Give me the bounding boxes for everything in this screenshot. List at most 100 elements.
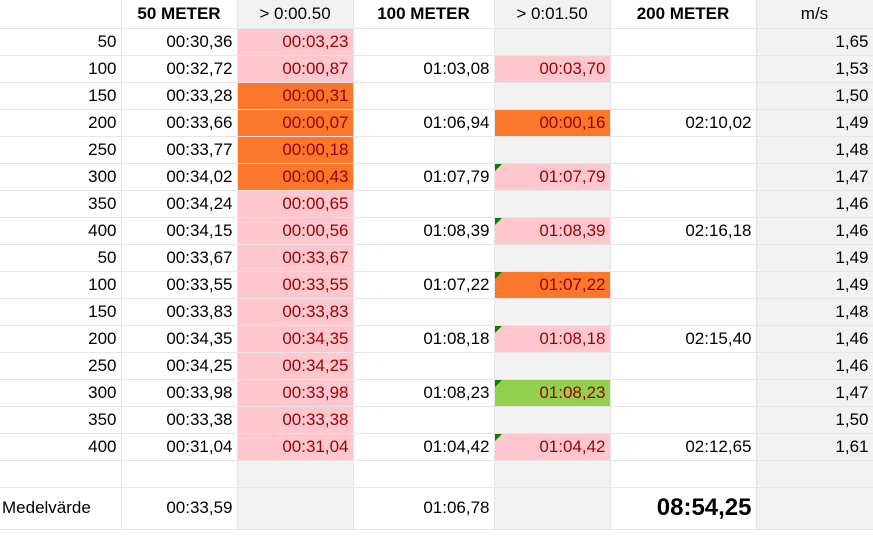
split-50-cell[interactable]: 00:33,38 xyxy=(121,406,238,434)
diff-50-cell[interactable]: 00:31,04 xyxy=(237,433,354,461)
split-200-cell[interactable] xyxy=(610,55,757,83)
distance-cell[interactable]: 300 xyxy=(0,163,122,191)
header-cell-200-meter[interactable]: 200 METER xyxy=(610,0,757,29)
speed-cell[interactable]: 1,48 xyxy=(756,136,873,164)
header-cell-diff-50[interactable]: > 0:00.50 xyxy=(237,0,354,29)
split-50-cell[interactable]: 00:33,77 xyxy=(121,136,238,164)
distance-cell[interactable]: 350 xyxy=(0,406,122,434)
diff-100-cell[interactable]: 01:08,39 xyxy=(494,217,611,245)
split-200-cell[interactable] xyxy=(610,28,757,56)
empty-cell[interactable] xyxy=(0,460,122,488)
diff-100-cell[interactable]: 01:08,18 xyxy=(494,325,611,353)
empty-cell[interactable] xyxy=(610,460,757,488)
split-100-cell[interactable] xyxy=(353,352,495,380)
diff-100-cell[interactable] xyxy=(494,406,611,434)
header-cell-diff-100[interactable]: > 0:01.50 xyxy=(494,0,611,29)
distance-cell[interactable]: 400 xyxy=(0,217,122,245)
split-100-cell[interactable]: 01:08,39 xyxy=(353,217,495,245)
distance-cell[interactable]: 350 xyxy=(0,190,122,218)
distance-cell[interactable]: 250 xyxy=(0,352,122,380)
empty-cell[interactable] xyxy=(121,460,238,488)
average-label[interactable]: Medelvärde xyxy=(0,487,122,530)
speed-cell[interactable]: 1,46 xyxy=(756,352,873,380)
header-cell-speed[interactable]: m/s xyxy=(756,0,873,29)
split-100-cell[interactable] xyxy=(353,406,495,434)
split-50-cell[interactable]: 00:34,02 xyxy=(121,163,238,191)
average-50-cell[interactable]: 00:33,59 xyxy=(121,487,238,530)
diff-50-cell[interactable]: 00:33,38 xyxy=(237,406,354,434)
split-200-cell[interactable]: 02:16,18 xyxy=(610,217,757,245)
empty-cell[interactable] xyxy=(494,460,611,488)
diff-100-cell[interactable] xyxy=(494,352,611,380)
split-200-cell[interactable] xyxy=(610,406,757,434)
diff-100-cell[interactable]: 01:08,23 xyxy=(494,379,611,407)
speed-cell[interactable]: 1,47 xyxy=(756,163,873,191)
diff-100-cell[interactable] xyxy=(494,28,611,56)
diff-50-cell[interactable]: 00:00,07 xyxy=(237,109,354,137)
split-100-cell[interactable]: 01:04,42 xyxy=(353,433,495,461)
distance-cell[interactable]: 50 xyxy=(0,28,122,56)
speed-cell[interactable]: 1,49 xyxy=(756,271,873,299)
distance-cell[interactable]: 150 xyxy=(0,298,122,326)
speed-cell[interactable]: 1,65 xyxy=(756,28,873,56)
split-50-cell[interactable]: 00:34,15 xyxy=(121,217,238,245)
split-50-cell[interactable]: 00:32,72 xyxy=(121,55,238,83)
distance-cell[interactable]: 250 xyxy=(0,136,122,164)
split-200-cell[interactable] xyxy=(610,190,757,218)
split-50-cell[interactable]: 00:34,35 xyxy=(121,325,238,353)
diff-50-cell[interactable]: 00:00,65 xyxy=(237,190,354,218)
diff-50-cell[interactable]: 00:33,55 xyxy=(237,271,354,299)
split-100-cell[interactable] xyxy=(353,244,495,272)
diff-50-cell[interactable]: 00:03,23 xyxy=(237,28,354,56)
split-100-cell[interactable] xyxy=(353,28,495,56)
speed-cell[interactable]: 1,46 xyxy=(756,325,873,353)
speed-cell[interactable]: 1,49 xyxy=(756,244,873,272)
diff-50-cell[interactable]: 00:00,18 xyxy=(237,136,354,164)
diff-100-cell[interactable] xyxy=(494,244,611,272)
diff-100-cell[interactable]: 00:03,70 xyxy=(494,55,611,83)
split-100-cell[interactable]: 01:07,22 xyxy=(353,271,495,299)
distance-cell[interactable]: 150 xyxy=(0,82,122,110)
diff-100-cell[interactable]: 01:04,42 xyxy=(494,433,611,461)
split-50-cell[interactable]: 00:33,83 xyxy=(121,298,238,326)
split-100-cell[interactable]: 01:08,18 xyxy=(353,325,495,353)
split-50-cell[interactable]: 00:30,36 xyxy=(121,28,238,56)
split-200-cell[interactable] xyxy=(610,379,757,407)
split-200-cell[interactable] xyxy=(610,244,757,272)
diff-50-cell[interactable]: 00:34,25 xyxy=(237,352,354,380)
distance-cell[interactable]: 300 xyxy=(0,379,122,407)
split-200-cell[interactable] xyxy=(610,271,757,299)
speed-cell[interactable]: 1,50 xyxy=(756,406,873,434)
split-100-cell[interactable]: 01:03,08 xyxy=(353,55,495,83)
average-100-cell[interactable]: 01:06,78 xyxy=(353,487,495,530)
split-200-cell[interactable]: 02:12,65 xyxy=(610,433,757,461)
split-50-cell[interactable]: 00:33,28 xyxy=(121,82,238,110)
split-50-cell[interactable]: 00:33,67 xyxy=(121,244,238,272)
split-200-cell[interactable] xyxy=(610,352,757,380)
empty-cell[interactable] xyxy=(237,487,354,530)
header-cell-50-meter[interactable]: 50 METER xyxy=(121,0,238,29)
diff-50-cell[interactable]: 00:00,31 xyxy=(237,82,354,110)
diff-100-cell[interactable] xyxy=(494,136,611,164)
speed-cell[interactable]: 1,50 xyxy=(756,82,873,110)
diff-50-cell[interactable]: 00:33,83 xyxy=(237,298,354,326)
distance-cell[interactable]: 50 xyxy=(0,244,122,272)
diff-100-cell[interactable] xyxy=(494,190,611,218)
diff-50-cell[interactable]: 00:33,67 xyxy=(237,244,354,272)
empty-cell[interactable] xyxy=(756,460,873,488)
diff-50-cell[interactable]: 00:00,56 xyxy=(237,217,354,245)
split-100-cell[interactable] xyxy=(353,298,495,326)
header-cell-distance[interactable] xyxy=(0,0,122,29)
diff-50-cell[interactable]: 00:00,87 xyxy=(237,55,354,83)
distance-cell[interactable]: 400 xyxy=(0,433,122,461)
split-100-cell[interactable] xyxy=(353,136,495,164)
split-50-cell[interactable]: 00:34,24 xyxy=(121,190,238,218)
speed-cell[interactable]: 1,61 xyxy=(756,433,873,461)
split-200-cell[interactable] xyxy=(610,136,757,164)
split-50-cell[interactable]: 00:33,98 xyxy=(121,379,238,407)
speed-cell[interactable]: 1,53 xyxy=(756,55,873,83)
distance-cell[interactable]: 100 xyxy=(0,55,122,83)
split-50-cell[interactable]: 00:33,66 xyxy=(121,109,238,137)
split-100-cell[interactable]: 01:08,23 xyxy=(353,379,495,407)
diff-100-cell[interactable]: 01:07,79 xyxy=(494,163,611,191)
